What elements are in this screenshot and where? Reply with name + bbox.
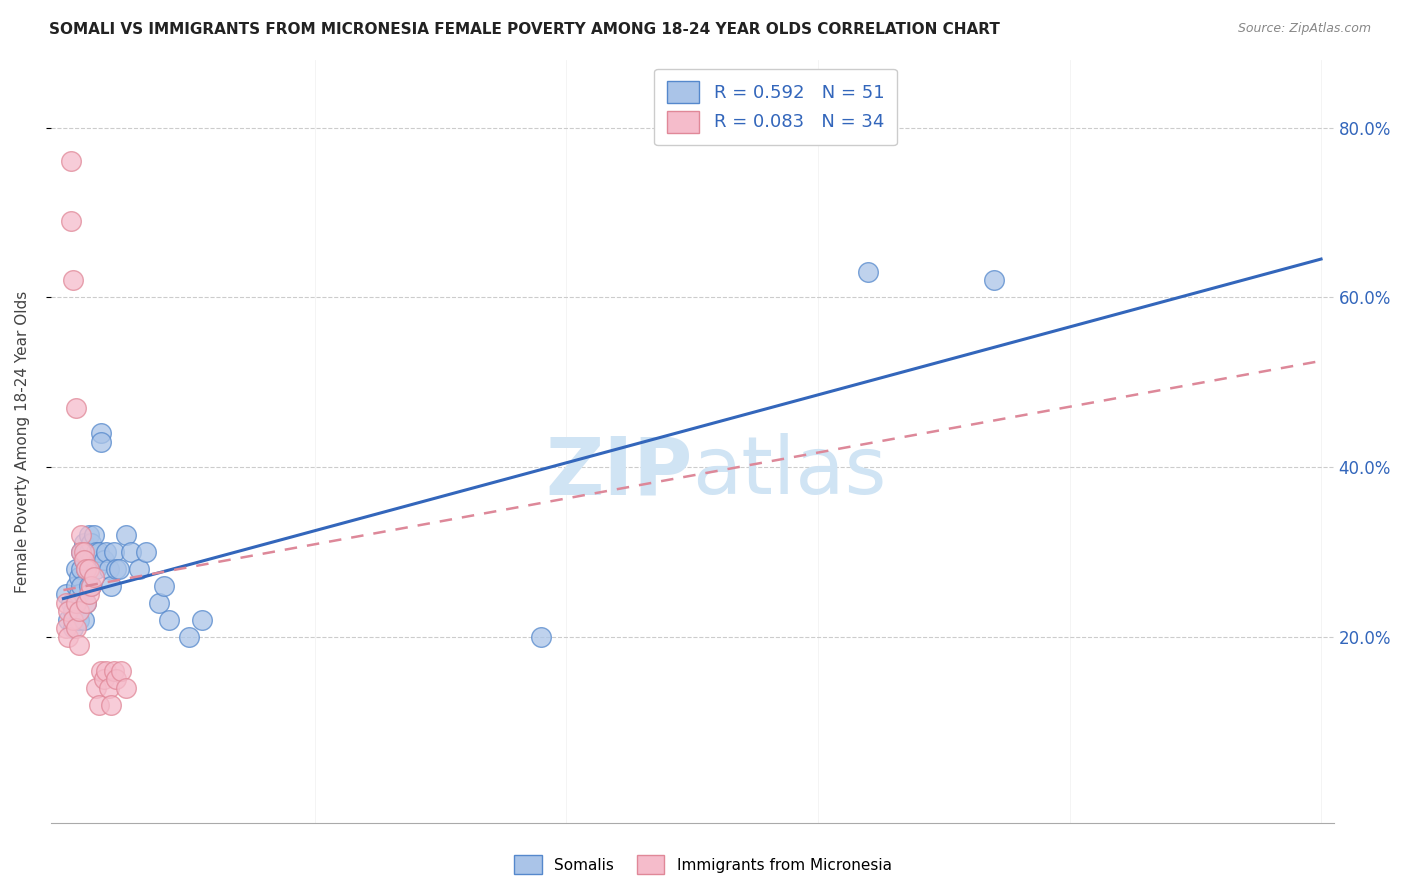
Point (75, 596, 97, 610)
Point (67, 570, 90, 584)
Point (72, 545, 94, 559)
Point (87, 545, 110, 559)
Point (67, 638, 90, 652)
Point (72, 553, 94, 567)
Point (77, 528, 100, 542)
Point (70, 545, 93, 559)
Text: Source: ZipAtlas.com: Source: ZipAtlas.com (1237, 22, 1371, 36)
Point (148, 596, 170, 610)
Point (190, 613, 212, 627)
Point (105, 672, 128, 686)
Point (93, 672, 115, 686)
Point (84, 545, 107, 559)
Point (72, 613, 94, 627)
Point (65, 401, 87, 415)
Point (90, 425, 112, 440)
Point (110, 664, 132, 678)
Point (75, 596, 97, 610)
Point (58, 604, 80, 618)
Point (103, 545, 125, 559)
Point (80, 536, 103, 550)
Legend: Somalis, Immigrants from Micronesia: Somalis, Immigrants from Micronesia (509, 849, 897, 880)
Point (530, 630, 553, 644)
Point (77, 562, 100, 576)
Point (83, 570, 105, 584)
Point (72, 553, 94, 567)
Point (87, 698, 110, 712)
Point (65, 562, 87, 576)
Point (58, 613, 80, 627)
Point (67, 604, 90, 618)
Point (55, 621, 77, 635)
Point (59, 596, 82, 610)
Point (128, 562, 150, 576)
Point (115, 528, 138, 542)
Point (90, 434, 112, 449)
Point (100, 579, 122, 593)
Point (65, 596, 87, 610)
Point (179, 630, 201, 644)
Point (97, 562, 120, 576)
Point (67, 613, 90, 627)
Point (75, 562, 97, 576)
Point (90, 664, 112, 678)
Point (70, 545, 93, 559)
Point (84, 681, 107, 695)
Point (65, 579, 87, 593)
Point (59, 154, 82, 169)
Text: ZIP: ZIP (546, 434, 692, 511)
Point (70, 528, 93, 542)
Point (157, 613, 180, 627)
Point (983, 273, 1005, 287)
Point (858, 265, 880, 279)
Point (80, 579, 103, 593)
Point (80, 553, 103, 567)
Point (75, 562, 97, 576)
Point (135, 545, 157, 559)
Point (96, 664, 118, 678)
Point (62, 273, 84, 287)
Point (105, 562, 128, 576)
Point (80, 579, 103, 593)
Text: atlas: atlas (692, 434, 887, 511)
Point (77, 587, 100, 601)
Point (107, 562, 129, 576)
Point (153, 579, 176, 593)
Point (72, 536, 94, 550)
Point (115, 681, 138, 695)
Point (84, 562, 107, 576)
Point (62, 604, 84, 618)
Y-axis label: Female Poverty Among 18-24 Year Olds: Female Poverty Among 18-24 Year Olds (15, 291, 30, 592)
Point (70, 562, 93, 576)
Legend: R = 0.592   N = 51, R = 0.083   N = 34: R = 0.592 N = 51, R = 0.083 N = 34 (654, 69, 897, 145)
Point (100, 698, 122, 712)
Point (96, 545, 118, 559)
Point (59, 214, 82, 228)
Point (97, 681, 120, 695)
Point (77, 579, 100, 593)
Point (120, 545, 142, 559)
Text: SOMALI VS IMMIGRANTS FROM MICRONESIA FEMALE POVERTY AMONG 18-24 YEAR OLDS CORREL: SOMALI VS IMMIGRANTS FROM MICRONESIA FEM… (49, 22, 1000, 37)
Point (93, 553, 115, 567)
Point (55, 587, 77, 601)
Point (75, 545, 97, 559)
Point (70, 579, 93, 593)
Point (62, 613, 84, 627)
Point (77, 545, 100, 559)
Point (62, 621, 84, 635)
Point (65, 621, 87, 635)
Point (55, 596, 77, 610)
Point (103, 664, 125, 678)
Point (83, 528, 105, 542)
Point (67, 587, 90, 601)
Point (65, 596, 87, 610)
Point (58, 630, 80, 644)
